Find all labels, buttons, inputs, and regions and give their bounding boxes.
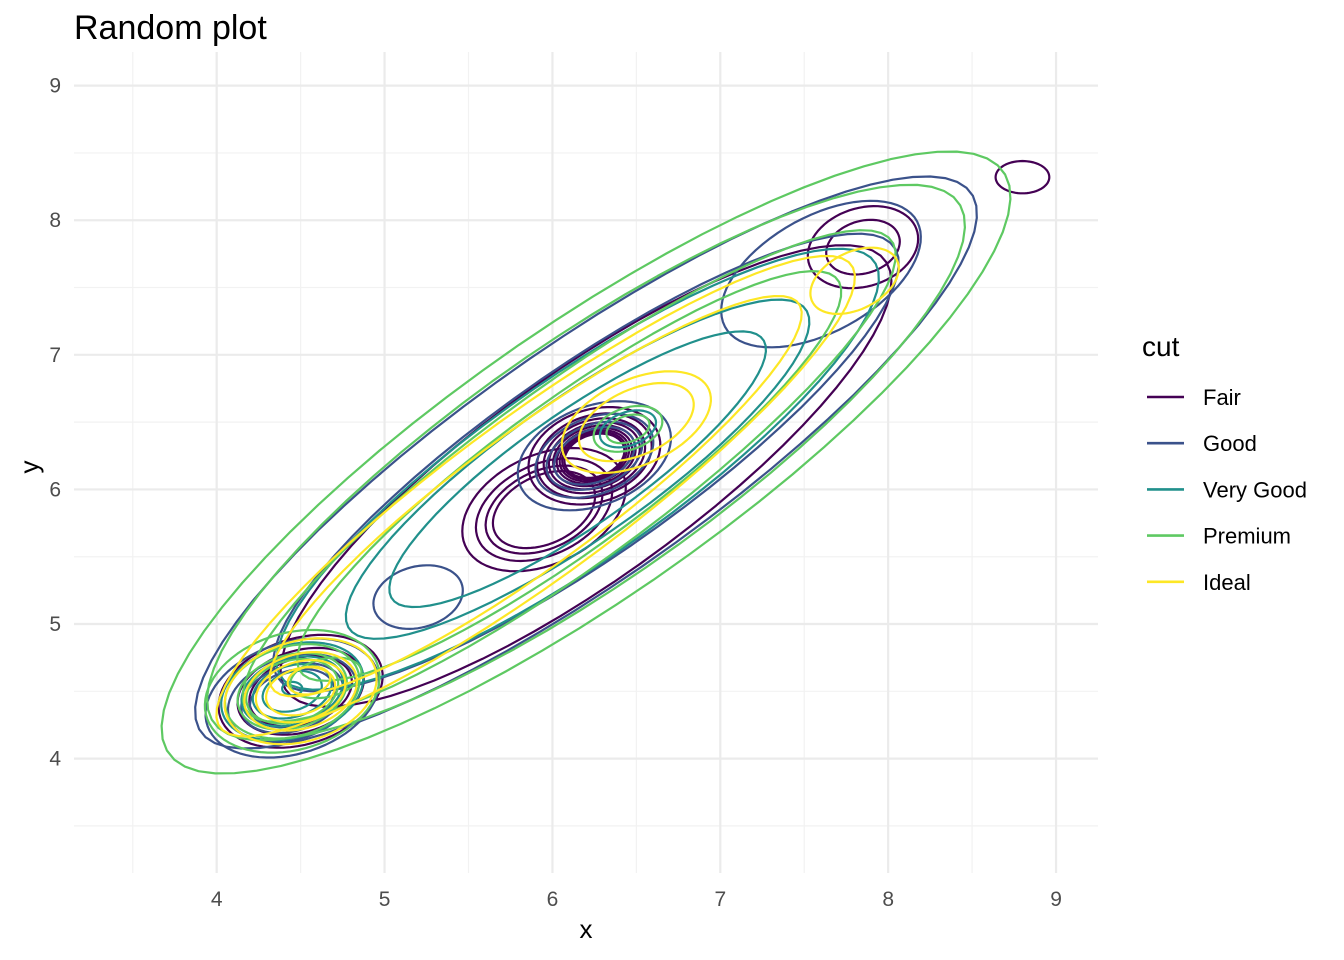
x-axis-title: x [580,914,593,944]
contour-line [268,295,803,698]
minor-gridlines [74,52,1098,873]
legend-label: Premium [1203,524,1291,549]
contour-line [491,470,597,550]
contour-line [206,183,966,742]
contour-line [605,413,651,445]
contour-line [241,229,897,723]
major-gridlines [74,52,1098,873]
y-axis-title: y [14,461,44,474]
contour-line [527,406,662,506]
contour-line [254,659,347,724]
y-tick-label: 7 [49,344,61,367]
contour-series-premium [160,150,1012,775]
contour-line [994,159,1051,195]
legend-label: Very Good [1203,477,1307,502]
contour-line [474,457,614,563]
contour-line [720,199,922,349]
contour-line [545,420,644,491]
x-axis-ticks: 4 5 6 7 8 9 [211,888,1062,911]
contour-line [534,412,655,499]
y-tick-label: 5 [49,613,61,636]
chart-title: Random plot [74,9,267,47]
legend-label: Good [1203,431,1257,456]
legend-label: Fair [1203,385,1241,410]
contour-lines [160,150,1051,775]
y-tick-label: 6 [49,478,61,501]
x-tick-label: 5 [379,888,391,911]
y-tick-label: 9 [49,75,61,98]
y-tick-label: 8 [49,209,61,232]
contour-line [160,150,1012,775]
x-tick-label: 7 [714,888,726,911]
contour-line [223,637,378,746]
contour-line [809,246,900,315]
contour-line [289,656,363,700]
contour-line [194,175,978,750]
x-tick-label: 8 [882,888,894,911]
x-tick-label: 4 [211,888,223,911]
legend-title: cut [1142,331,1180,362]
contour-series-ideal [215,246,900,746]
legend-label: Ideal [1203,570,1251,595]
contour-line [223,643,361,740]
contour-line [577,381,695,463]
y-tick-label: 4 [49,748,61,771]
contour-line [215,254,856,738]
contour-line [245,657,340,725]
contour-line [516,400,672,512]
contour-line [286,665,332,696]
contour-line [243,651,358,732]
contour-line [388,330,767,609]
contour-line [536,412,653,500]
y-axis-ticks: 4 5 6 7 8 9 [49,75,61,771]
x-tick-label: 9 [1050,888,1062,911]
contour-line [806,205,920,290]
contour-line [203,628,381,754]
contour-line [598,409,658,449]
contour-line [372,564,464,630]
contour-line [484,464,604,555]
x-tick-label: 6 [547,888,559,911]
contour-line [592,404,664,453]
contour-line [296,270,843,682]
contour-line [272,232,900,693]
legend: cut Fair Good Very Good Premium Ideal [1142,331,1307,595]
contour-series-good [194,175,978,759]
contour-line [560,370,712,475]
